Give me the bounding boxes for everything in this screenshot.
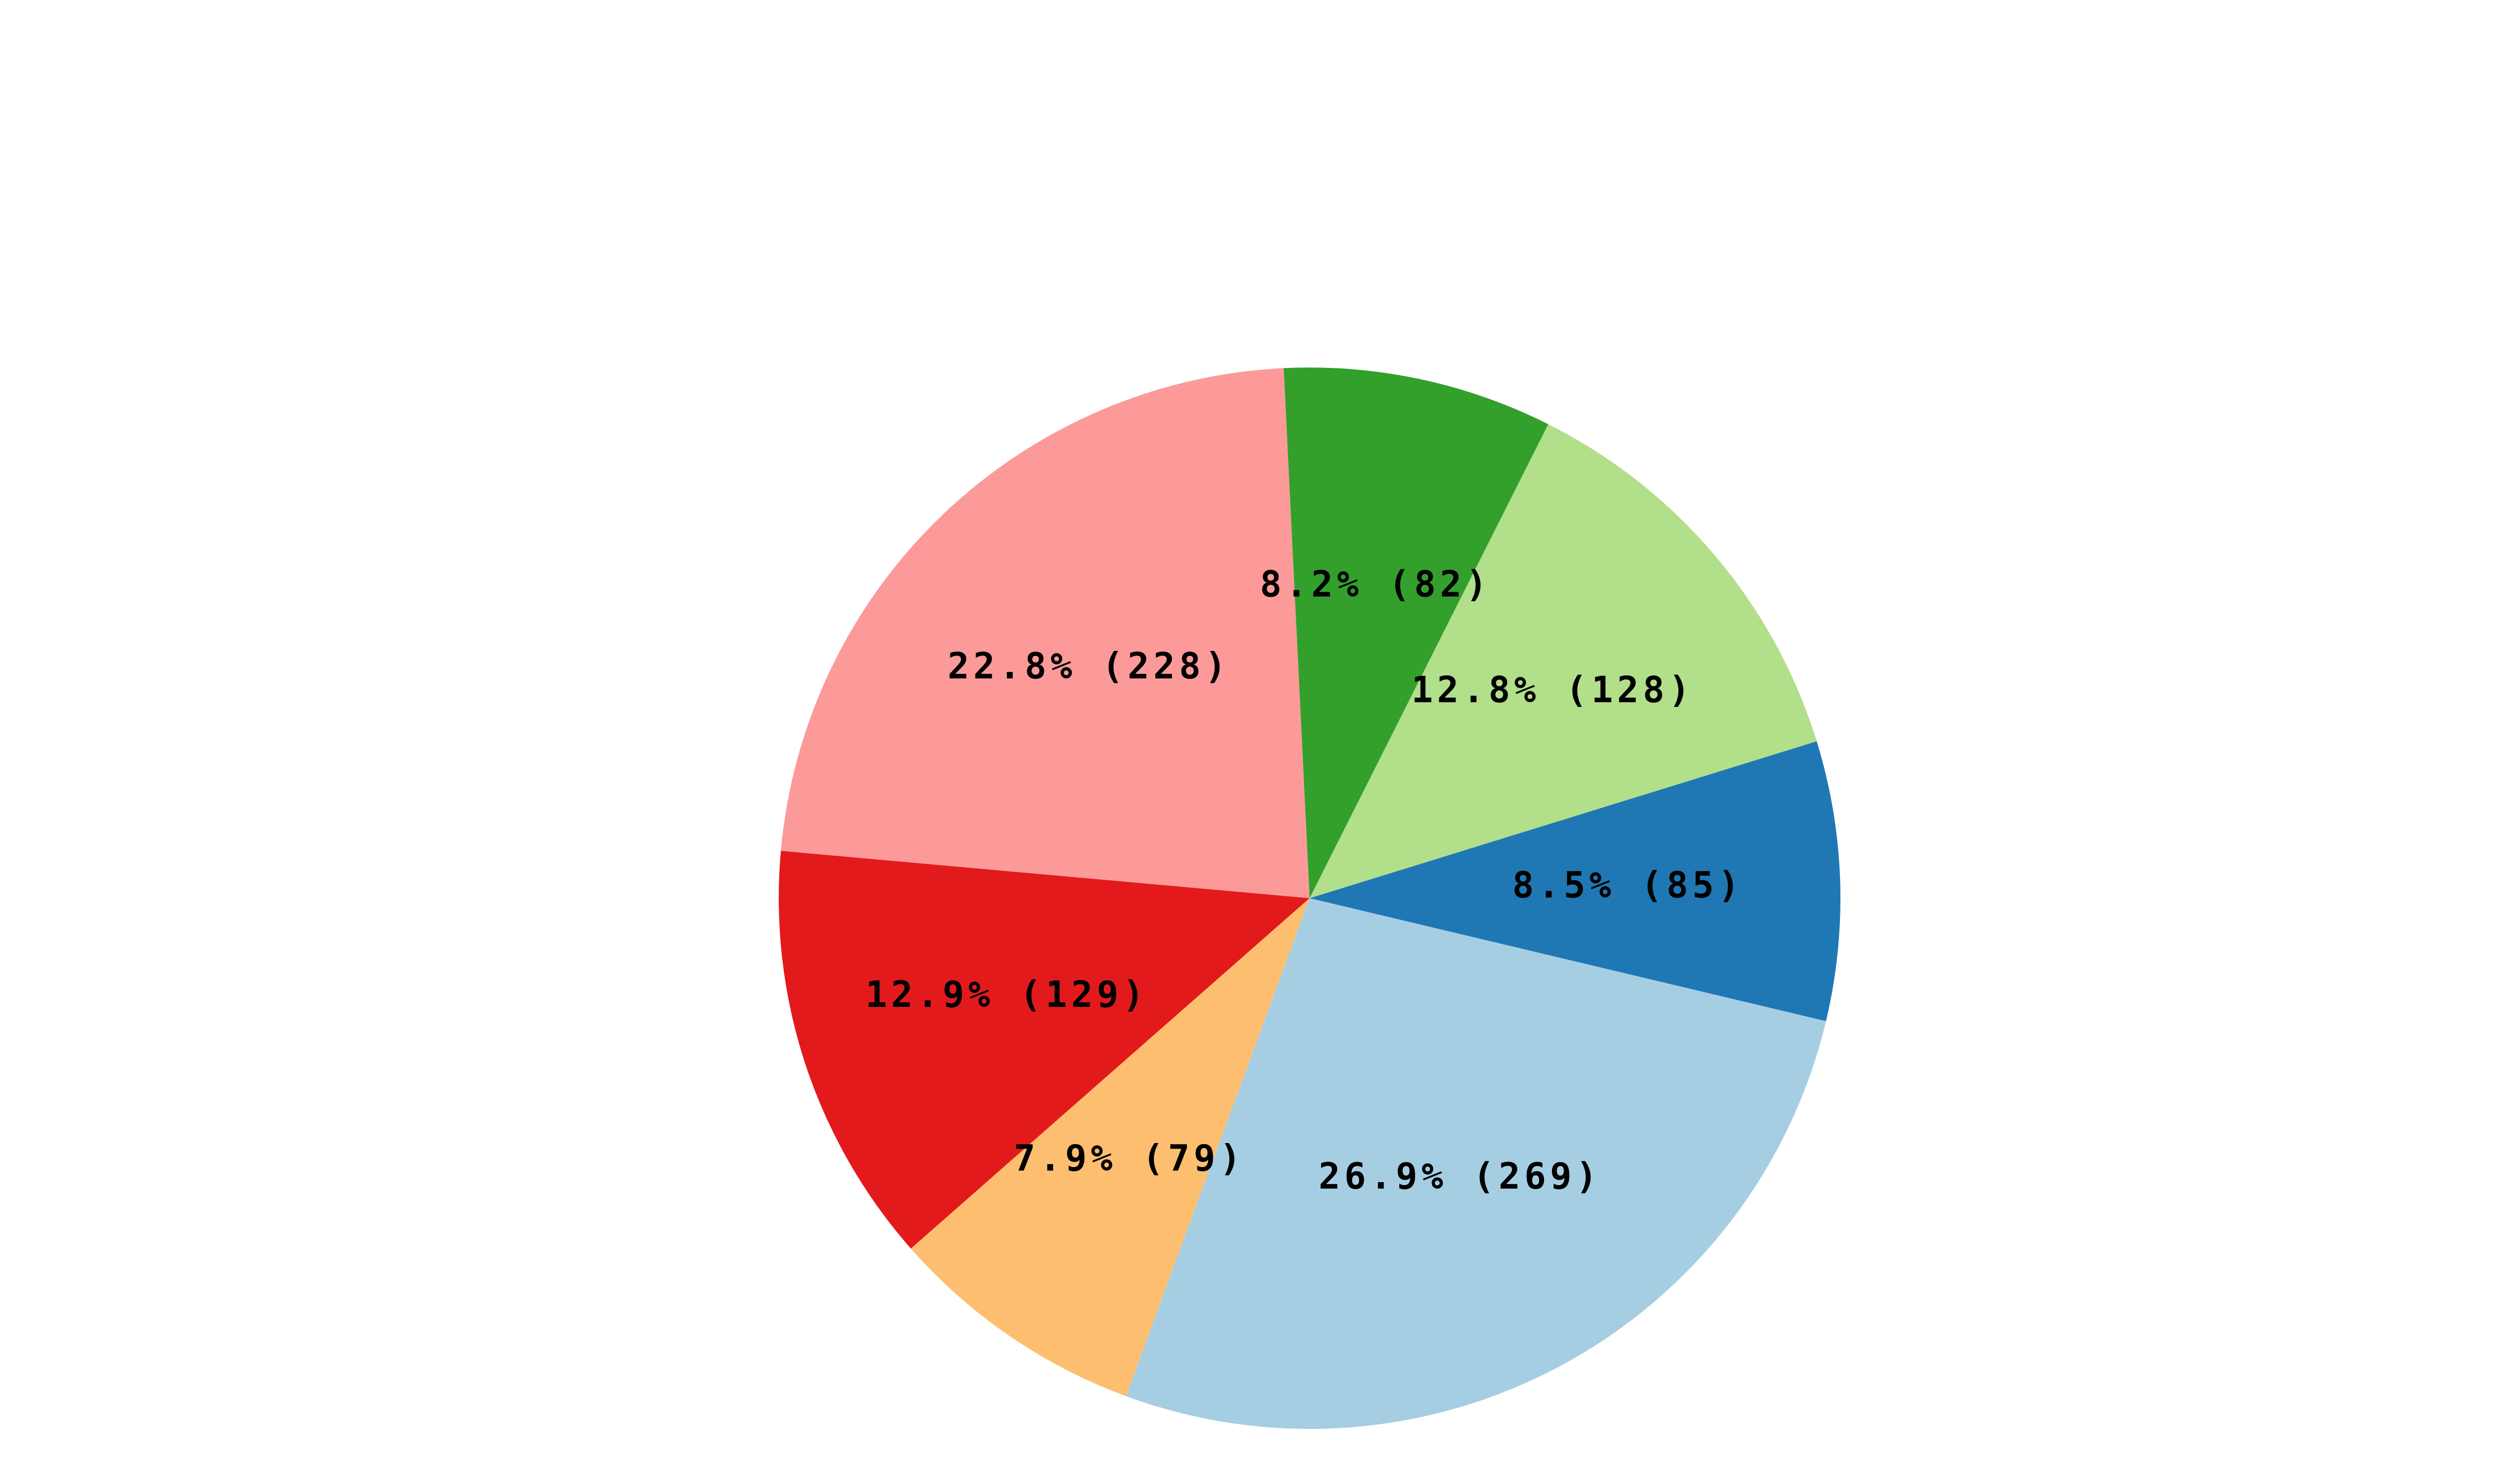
pie-slice <box>1310 741 1840 1021</box>
slice-label: 8.5% (85) <box>1512 864 1744 906</box>
pie-slice <box>1126 898 1826 1429</box>
pie-slice <box>910 898 1310 1396</box>
pie-slice <box>781 368 1310 898</box>
pie-slice <box>1310 424 1817 898</box>
pie-slice <box>778 851 1310 1249</box>
slice-label: 26.9% (269) <box>1319 1155 1602 1197</box>
slice-label: 8.2% (82) <box>1260 563 1491 605</box>
slice-label: 22.8% (228) <box>948 645 1230 687</box>
pie-slice <box>1284 367 1548 898</box>
slice-label: 7.9% (79) <box>1014 1137 1245 1179</box>
slice-label: 12.8% (128) <box>1411 669 1694 711</box>
slice-label: 12.9% (129) <box>865 973 1148 1015</box>
